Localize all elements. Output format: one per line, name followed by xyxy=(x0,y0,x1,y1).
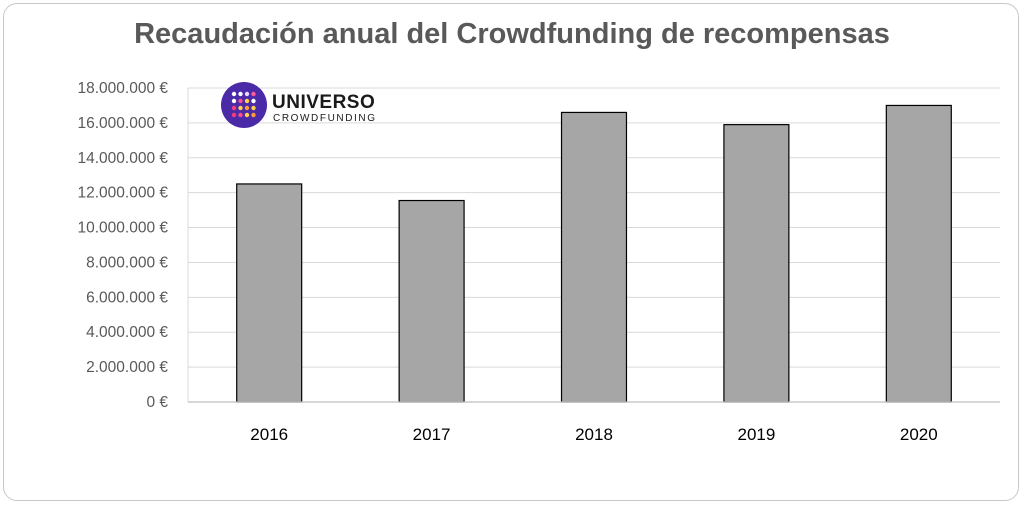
y-tick-label: 8.000.000 € xyxy=(86,254,168,271)
y-tick-label: 0 € xyxy=(146,394,168,411)
logo-dots-icon xyxy=(231,91,256,118)
chart-title: Recaudación anual del Crowdfunding de re… xyxy=(134,18,890,50)
x-tick-label: 2016 xyxy=(250,425,288,444)
bar-2019 xyxy=(723,124,790,403)
y-tick-label: 16.000.000 € xyxy=(77,115,168,132)
logo-name: UNIVERSO xyxy=(272,92,375,113)
x-tick-label: 2018 xyxy=(575,425,613,444)
logo-dot xyxy=(244,98,250,104)
bar-2017 xyxy=(398,199,465,403)
y-tick-label: 10.000.000 € xyxy=(77,220,168,237)
chart-frame xyxy=(3,3,1019,501)
logo-dot xyxy=(231,91,237,97)
y-tick-label: 12.000.000 € xyxy=(77,185,168,202)
logo-dot xyxy=(238,112,243,118)
y-tick-label: 14.000.000 € xyxy=(77,150,168,167)
x-tick-label: 2020 xyxy=(900,425,938,444)
logo-dot xyxy=(238,105,243,111)
y-tick-label: 18.000.000 € xyxy=(77,80,168,97)
y-tick-label: 2.000.000 € xyxy=(86,359,168,376)
logo-dot xyxy=(251,91,256,97)
logo-dot xyxy=(231,98,237,104)
logo-dot xyxy=(238,98,243,104)
y-tick-label: 4.000.000 € xyxy=(86,324,168,341)
x-tick-label: 2019 xyxy=(737,425,775,444)
bars xyxy=(236,104,952,403)
logo-dot xyxy=(244,91,250,97)
logo-dot xyxy=(231,112,237,118)
logo-tagline: CROWDFUNDING xyxy=(273,113,377,124)
y-tick-label: 6.000.000 € xyxy=(86,289,168,306)
universo-logo: UNIVERSO CROWDFUNDING xyxy=(221,82,377,128)
logo-dot xyxy=(251,112,256,118)
axes: 0 € 2.000.000 € 4.000.000 € 6.000.000 € 8.00… xyxy=(77,80,1000,444)
logo-dot xyxy=(251,105,256,111)
x-tick-label: 2017 xyxy=(413,425,451,444)
logo-dot xyxy=(238,91,243,97)
logo-dot xyxy=(244,105,250,111)
bar-2016 xyxy=(236,183,303,403)
logo-dot xyxy=(251,98,256,104)
logo-badge xyxy=(221,82,267,128)
bar-2018 xyxy=(560,111,628,403)
logo-dot xyxy=(244,112,250,118)
bar-2020 xyxy=(885,104,952,403)
logo-dot xyxy=(231,105,237,111)
